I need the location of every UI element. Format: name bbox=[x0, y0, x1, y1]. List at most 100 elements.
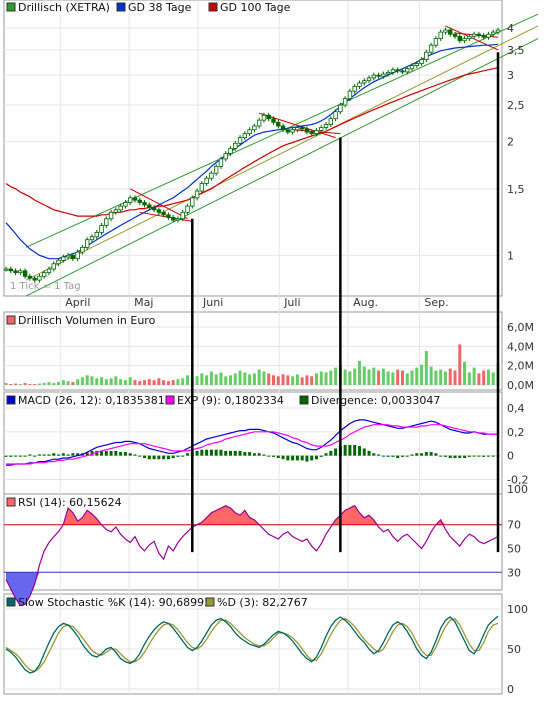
divergence-bar bbox=[319, 455, 323, 457]
candle-body bbox=[495, 29, 501, 33]
volume-bar bbox=[448, 368, 452, 385]
volume-bar bbox=[138, 381, 142, 385]
candle-body bbox=[409, 65, 415, 70]
candle-body bbox=[376, 74, 381, 77]
candle-body bbox=[113, 209, 119, 213]
candle-body bbox=[247, 129, 252, 135]
candle-body bbox=[51, 263, 56, 270]
volume-bar bbox=[9, 384, 13, 385]
legend-swatch-price bbox=[6, 2, 16, 12]
volume-bar bbox=[434, 370, 438, 385]
candle-body bbox=[13, 270, 18, 274]
candle-body bbox=[314, 130, 319, 135]
legend-label-exp: EXP (9): 0,1802334 bbox=[177, 394, 284, 407]
volume-bar bbox=[267, 373, 271, 385]
volume-bar bbox=[491, 372, 495, 385]
legend-label-stoch-d: %D (3): 82,2767 bbox=[217, 596, 308, 609]
macd-layer bbox=[4, 419, 500, 466]
divergence-bar bbox=[18, 455, 22, 457]
y-tick-label: 2 bbox=[507, 136, 514, 149]
divergence-bar bbox=[434, 453, 438, 456]
volume-bar bbox=[143, 380, 147, 385]
candle-body bbox=[462, 38, 467, 42]
volume-bar bbox=[424, 351, 428, 385]
volume-bar bbox=[262, 371, 266, 385]
legend-label-macd: MACD (26, 12): 0,1835381 bbox=[18, 394, 165, 407]
volume-bar bbox=[420, 364, 424, 385]
volume-bar bbox=[367, 369, 371, 385]
y-tick-label: 2,5 bbox=[507, 99, 525, 112]
candle-body bbox=[385, 72, 391, 75]
divergence-bar bbox=[14, 455, 18, 457]
volume-bar bbox=[109, 378, 113, 385]
candle-body bbox=[357, 82, 362, 87]
volume-bar bbox=[291, 376, 295, 385]
price-legend: Drillisch (XETRA) GD 38 Tage GD 100 Tage bbox=[6, 1, 291, 14]
volume-bar bbox=[104, 379, 108, 385]
divergence-bar bbox=[396, 455, 400, 459]
candle-body bbox=[156, 209, 162, 213]
candle-body bbox=[218, 158, 224, 167]
candle-body bbox=[61, 256, 66, 261]
candle-body bbox=[199, 183, 205, 192]
volume-bar bbox=[152, 380, 156, 385]
divergence-bar bbox=[252, 453, 256, 456]
candle-body bbox=[342, 98, 348, 106]
divergence-bar bbox=[205, 449, 209, 456]
divergence-bar bbox=[267, 455, 271, 457]
exp-line bbox=[6, 424, 498, 465]
volume-bar bbox=[238, 370, 242, 385]
volume-bar bbox=[47, 382, 51, 385]
volume-bar bbox=[314, 373, 318, 385]
divergence-bar bbox=[66, 454, 70, 456]
candle-body bbox=[438, 31, 443, 39]
candle-body bbox=[491, 31, 496, 35]
candle-body bbox=[395, 69, 400, 72]
candle-body bbox=[56, 259, 61, 265]
volume-bar bbox=[319, 371, 323, 385]
candle-body bbox=[381, 73, 386, 77]
candle-body bbox=[85, 239, 90, 248]
legend-swatch-gd38 bbox=[116, 2, 126, 12]
candle-body bbox=[309, 131, 314, 135]
divergence-bar bbox=[138, 455, 142, 457]
volume-bar bbox=[186, 375, 190, 385]
candle-body bbox=[295, 127, 300, 131]
resistance-line bbox=[445, 25, 499, 51]
divergence-bar bbox=[300, 455, 304, 461]
volume-bar bbox=[353, 368, 357, 385]
axis-label-layer: April Maj Juni Juli Aug. Sep. 1 1,5 2 2,5 3 3,5 4 0,0… bbox=[65, 22, 534, 696]
divergence-bar bbox=[477, 455, 481, 457]
volume-bar bbox=[324, 372, 328, 385]
divergence-bar bbox=[443, 455, 447, 457]
divergence-bar bbox=[104, 450, 108, 456]
candle-body bbox=[237, 137, 243, 144]
divergence-bar bbox=[47, 454, 51, 456]
candle-body bbox=[27, 275, 33, 279]
rsi-line bbox=[5, 504, 499, 607]
volume-bar bbox=[205, 375, 209, 385]
legend-label-price: Drillisch (XETRA) bbox=[18, 1, 110, 14]
divergence-bar bbox=[195, 450, 199, 456]
y-tick-label: 2,0M bbox=[507, 360, 534, 373]
volume-bar bbox=[14, 383, 18, 385]
volume-bar bbox=[33, 384, 37, 385]
divergence-bar bbox=[57, 454, 61, 456]
legend-label-divergence: Divergence: 0,0033047 bbox=[311, 394, 440, 407]
divergence-bar bbox=[200, 449, 204, 456]
volume-bar bbox=[195, 376, 199, 385]
stoch_k-line bbox=[5, 615, 499, 674]
candle-body bbox=[18, 270, 23, 274]
candle-body bbox=[166, 214, 171, 218]
y-tick-label: 4,0M bbox=[507, 340, 534, 353]
rsi-layer bbox=[4, 504, 502, 607]
divergence-bar bbox=[248, 452, 252, 456]
divergence-bar bbox=[61, 453, 65, 456]
divergence-bar bbox=[305, 455, 309, 462]
volume-bar bbox=[429, 366, 433, 385]
volume-bar bbox=[439, 369, 443, 385]
candle-body bbox=[266, 114, 271, 120]
price-layer bbox=[3, 13, 539, 297]
candle-body bbox=[22, 270, 28, 277]
